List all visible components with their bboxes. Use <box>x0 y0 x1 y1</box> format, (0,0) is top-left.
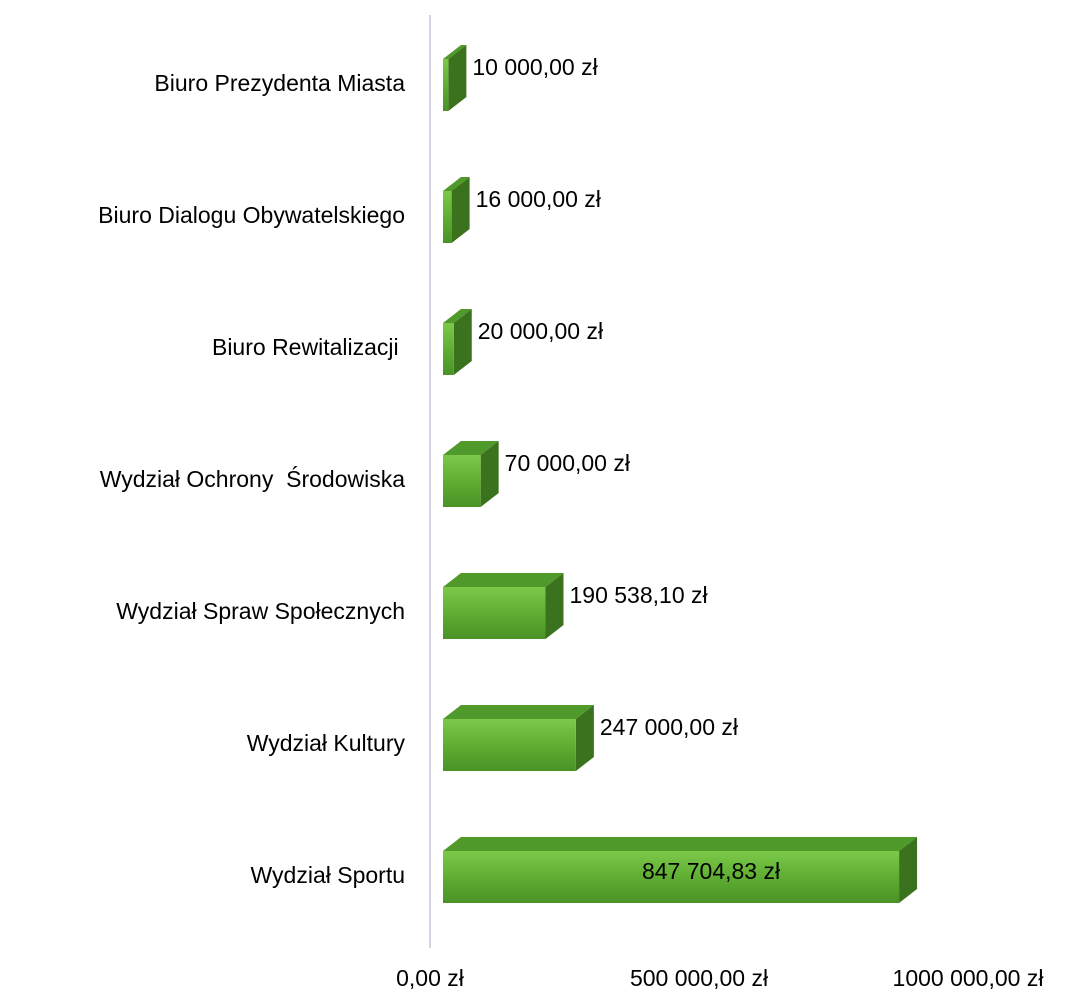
bar-front <box>443 851 900 903</box>
y-tick-label: Wydział Spraw Społecznych <box>116 598 405 624</box>
bar-side <box>451 177 470 243</box>
data-label: 847 704,83 zł <box>642 858 780 884</box>
bar-side <box>575 705 594 771</box>
data-label: 70 000,00 zł <box>505 450 630 476</box>
bar-top <box>443 441 499 455</box>
bar <box>443 705 594 771</box>
data-label: 247 000,00 zł <box>600 714 738 740</box>
bar <box>443 441 499 507</box>
bar-front <box>443 719 576 771</box>
bar-top <box>443 45 467 59</box>
bar-front <box>443 455 481 507</box>
bar <box>443 45 467 111</box>
y-tick-label: Wydział Ochrony Środowiska <box>100 465 405 492</box>
bar-front <box>443 323 454 375</box>
bar-side <box>545 573 564 639</box>
bar-side <box>480 441 499 507</box>
bar-top <box>443 837 918 851</box>
data-label: 20 000,00 zł <box>478 318 603 344</box>
bar <box>443 177 470 243</box>
data-label: 16 000,00 zł <box>476 186 601 212</box>
bar-front <box>443 59 449 111</box>
bar-top <box>443 573 564 587</box>
bar-side <box>899 837 918 903</box>
bar-top <box>443 309 472 323</box>
bar-front <box>443 191 452 243</box>
x-tick-label: 500 000,00 zł <box>630 965 768 991</box>
y-tick-label: Biuro Prezydenta Miasta <box>154 70 405 96</box>
y-tick-label: Biuro Dialogu Obywatelskiego <box>98 202 405 228</box>
bar-side <box>448 45 467 111</box>
bar-front <box>443 587 546 639</box>
y-tick-label: Biuro Rewitalizacji <box>212 334 405 360</box>
x-tick-label: 1000 000,00 zł <box>893 965 1044 991</box>
x-tick-label: 0,00 zł <box>396 965 464 991</box>
data-label: 190 538,10 zł <box>570 582 708 608</box>
bar-side <box>453 309 472 375</box>
bar-top <box>443 177 470 191</box>
y-tick-label: Wydział Kultury <box>247 730 406 756</box>
data-label: 10 000,00 zł <box>472 54 597 80</box>
bar <box>443 837 918 903</box>
y-tick-label: Wydział Sportu <box>251 862 405 888</box>
bar-top <box>443 705 594 719</box>
bar <box>443 573 564 639</box>
bar <box>443 309 472 375</box>
